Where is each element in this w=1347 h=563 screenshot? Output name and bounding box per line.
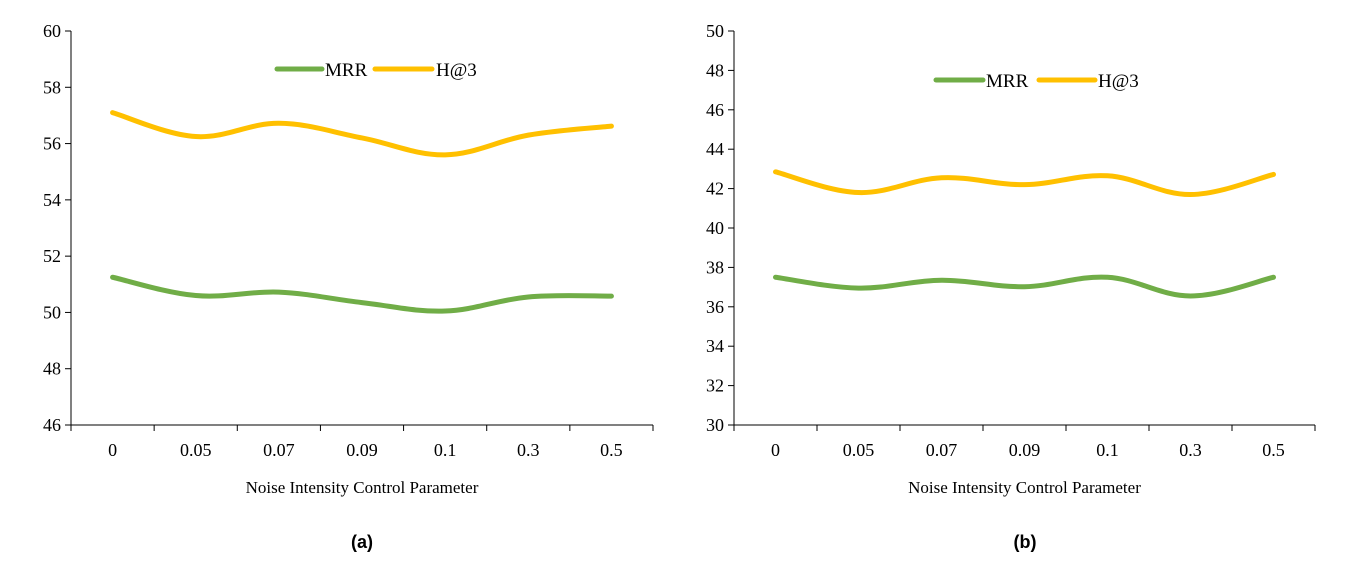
x-tick-label: 0.5 [1262, 440, 1285, 460]
series-line-h3-a [110, 110, 614, 158]
y-tick-label: 50 [43, 302, 61, 322]
x-tick-label: 0.05 [180, 440, 212, 460]
y-tick-label: 36 [706, 297, 724, 317]
y-tick-label: 52 [43, 246, 61, 266]
x-axis-title: Noise Intensity Control Parameter [908, 478, 1141, 497]
x-tick-label: 0.05 [843, 440, 875, 460]
x-tick-label: 0.1 [434, 440, 457, 460]
y-tick-label: 54 [43, 190, 61, 210]
panel-label: (a) [351, 532, 373, 552]
legend-label-h3: H@3 [436, 60, 477, 81]
legend-label-mrr: MRR [986, 71, 1029, 92]
series-line-h3-b [773, 169, 1276, 198]
y-tick-label: 50 [706, 21, 724, 41]
y-tick-label: 38 [706, 257, 724, 277]
line-chart-a: 46 48 50 52 54 56 58 60 0 0.05 0.07 0.09 0.1 0.3 0.5 MR… [43, 21, 654, 552]
legend-label-mrr: MRR [325, 60, 368, 81]
y-tick-label: 58 [43, 77, 61, 97]
panel-label: (b) [1014, 532, 1037, 552]
x-tick-label: 0.3 [517, 440, 540, 460]
y-tick-label: 48 [706, 60, 724, 80]
x-tick-label: 0.5 [600, 440, 623, 460]
y-tick-label: 46 [706, 100, 724, 120]
y-tick-label: 42 [706, 179, 724, 199]
y-tick-label: 30 [706, 415, 724, 435]
series-line-mrr-a [110, 274, 614, 314]
x-tick-label: 0.09 [1009, 440, 1041, 460]
x-tick-label: 0.3 [1179, 440, 1202, 460]
y-tick-label: 56 [43, 134, 61, 154]
x-tick-label: 0.1 [1096, 440, 1119, 460]
x-tick-label: 0 [108, 440, 117, 460]
x-tick-label: 0.09 [346, 440, 378, 460]
x-tick-label: 0.07 [263, 440, 295, 460]
y-tick-label: 40 [706, 218, 724, 238]
chart-panel-b: 30 32 34 36 38 40 42 44 46 48 50 0 0.05 0.07 0.09 0.1 0.… [673, 0, 1347, 563]
y-tick-label: 48 [43, 359, 61, 379]
chart-panel-a: 46 48 50 52 54 56 58 60 0 0.05 0.07 0.09 0.1 0.3 0.5 MR… [0, 0, 673, 563]
y-tick-label: 34 [706, 336, 724, 356]
x-axis-title: Noise Intensity Control Parameter [246, 478, 479, 497]
y-tick-label: 32 [706, 376, 724, 396]
x-tick-label: 0.07 [926, 440, 958, 460]
x-tick-label: 0 [771, 440, 780, 460]
y-tick-label: 46 [43, 415, 61, 435]
line-chart-b: 30 32 34 36 38 40 42 44 46 48 50 0 0.05 0.07 0.09 0.1 0.… [706, 21, 1316, 552]
y-tick-label: 60 [43, 21, 61, 41]
series-line-mrr-b [773, 274, 1276, 299]
legend-label-h3: H@3 [1098, 71, 1139, 92]
y-tick-label: 44 [706, 139, 724, 159]
